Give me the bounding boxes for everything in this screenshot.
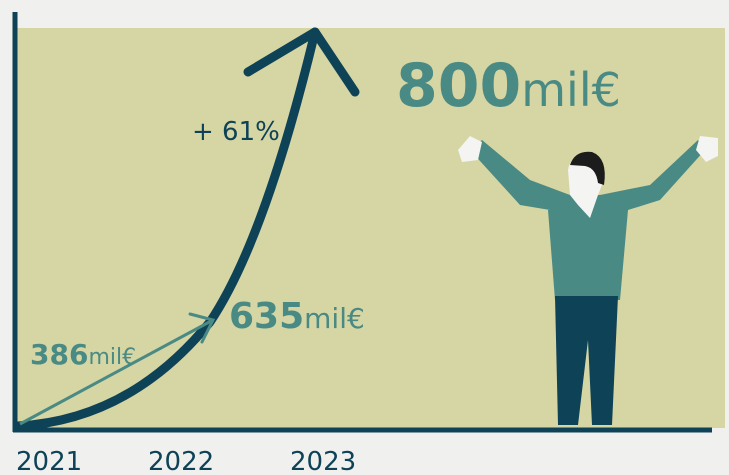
value-label: 800mil€: [396, 51, 621, 121]
amount: 386: [30, 338, 88, 371]
trend-arrowhead: [188, 312, 216, 344]
year-label: 2021: [16, 447, 82, 475]
year-label: 2023: [290, 447, 356, 475]
person: [458, 136, 718, 425]
hand: [696, 136, 718, 162]
curve-arrowhead: [243, 27, 360, 97]
unit: mil€: [304, 302, 365, 335]
growth-label: + 61%: [192, 117, 280, 147]
unit: mil€: [88, 345, 136, 370]
hair: [570, 151, 605, 185]
year-label: 2022: [148, 447, 214, 475]
hand: [458, 136, 482, 162]
value-label: 635mil€: [229, 296, 365, 337]
torso: [548, 210, 628, 300]
legs: [555, 296, 618, 425]
unit: mil€: [521, 63, 621, 117]
trend-arrow: [19, 318, 214, 426]
amount: 635: [229, 296, 304, 337]
amount: 800: [396, 51, 521, 121]
value-label: 386mil€: [30, 338, 136, 371]
